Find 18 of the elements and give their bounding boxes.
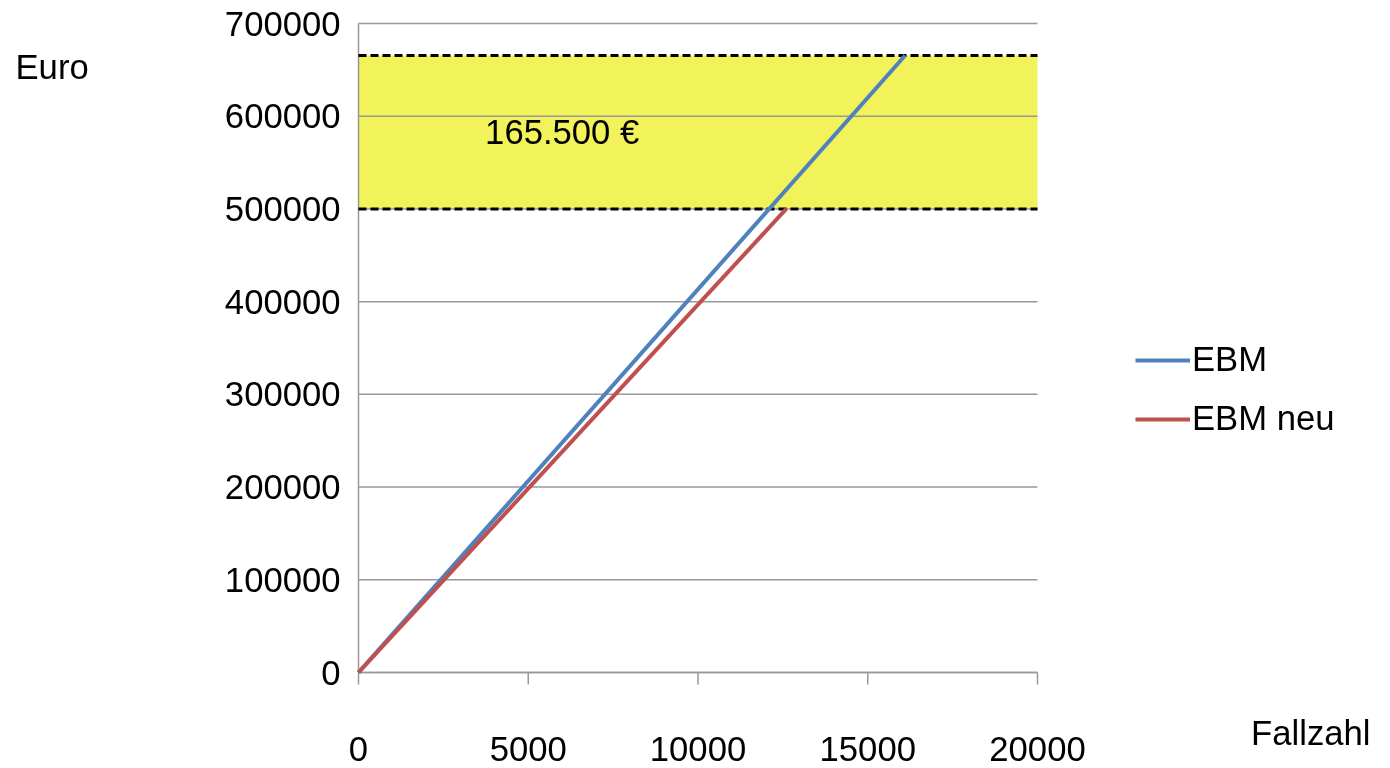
y-tick-label: 500000 <box>224 189 341 228</box>
y-tick-label: 700000 <box>224 4 341 43</box>
y-tick-label: 400000 <box>224 282 341 321</box>
x-tick-label: 15000 <box>819 729 916 768</box>
y-tick-label: 0 <box>321 653 341 692</box>
x-tick-label: 10000 <box>649 729 747 768</box>
y-tick-label: 200000 <box>224 468 341 507</box>
legend-label: EBM neu <box>1192 399 1335 438</box>
band-label: 165.500 € <box>485 113 640 152</box>
legend-label: EBM <box>1192 340 1268 379</box>
y-axis-title: Euro <box>15 47 89 86</box>
x-tick-label: 20000 <box>989 729 1086 768</box>
x-tick-label: 0 <box>348 729 369 768</box>
x-axis-title: Fallzahl <box>1251 713 1371 752</box>
y-tick-label: 300000 <box>224 375 341 414</box>
y-tick-label: 100000 <box>224 560 341 599</box>
y-tick-label: 600000 <box>224 97 341 136</box>
x-tick-label: 5000 <box>489 729 567 768</box>
